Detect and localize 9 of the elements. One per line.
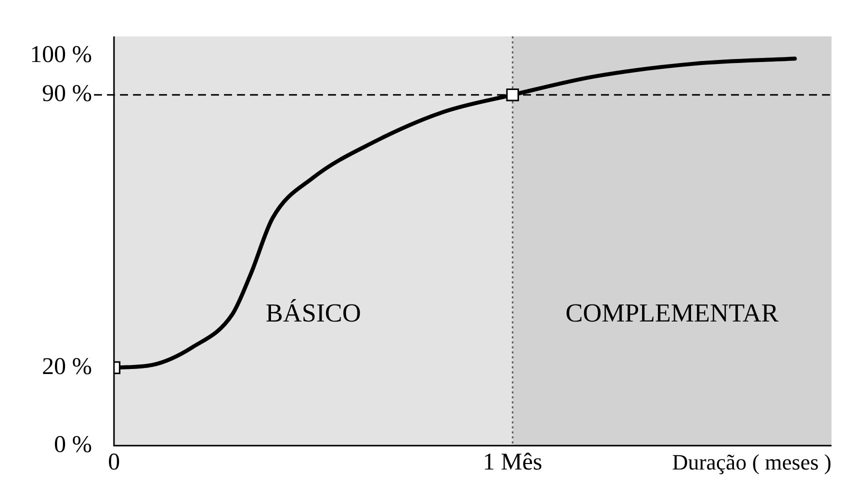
x-tick-label: 1 Mês: [482, 449, 542, 476]
band-label: BÁSICO: [266, 298, 361, 328]
x-tick-label: 0: [108, 449, 120, 476]
y-tick-label: 90 %: [42, 81, 92, 108]
y-tick-label: 20 %: [42, 354, 92, 380]
y-tick-label: 0 %: [54, 432, 92, 458]
x-axis-title: Duração ( meses ): [672, 449, 832, 474]
y-tick-label: 100 %: [30, 42, 92, 68]
band-label: COMPLEMENTAR: [565, 298, 780, 328]
